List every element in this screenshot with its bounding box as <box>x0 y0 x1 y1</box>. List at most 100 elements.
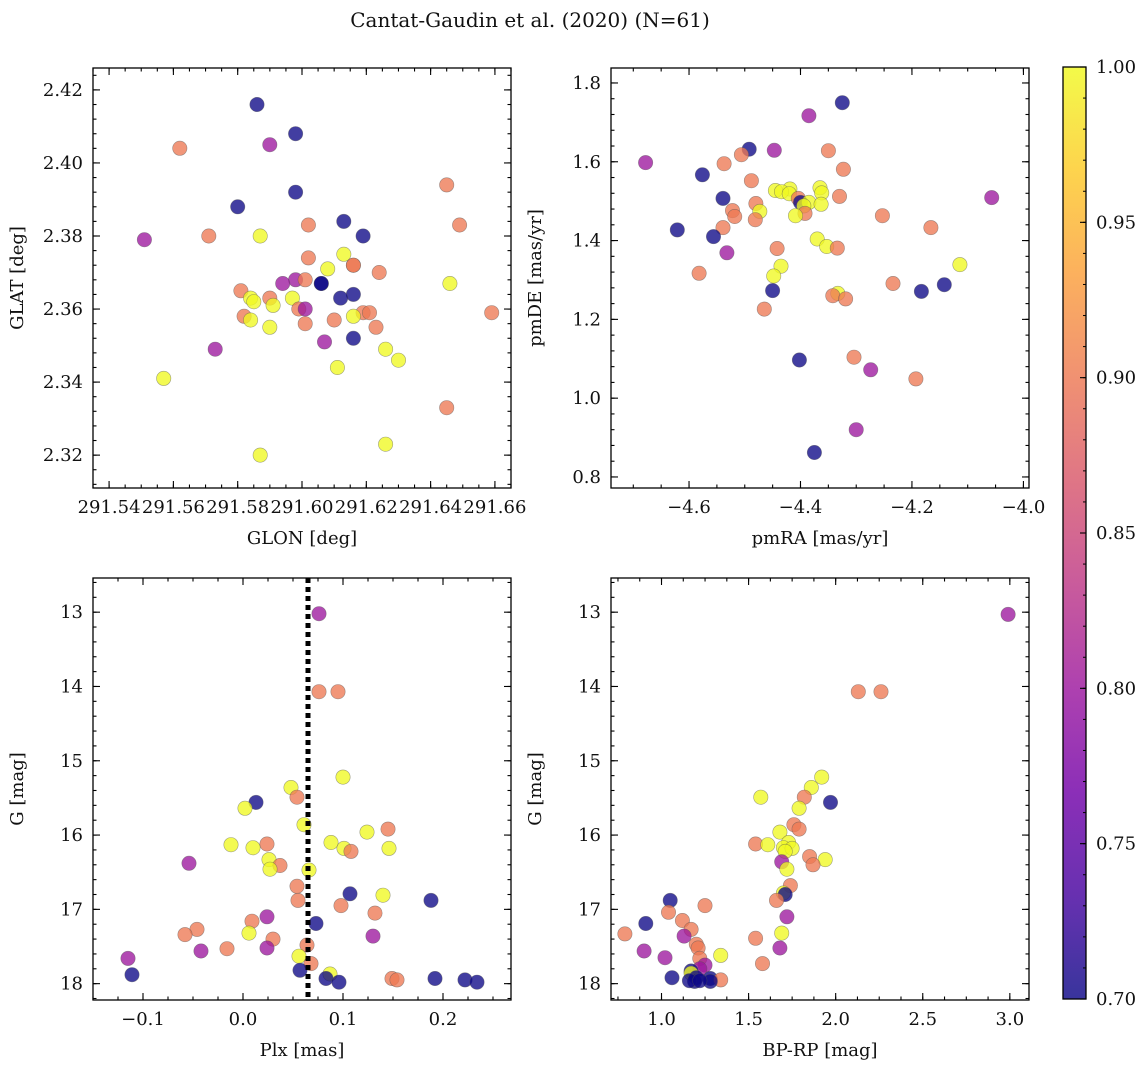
data-point <box>636 943 652 959</box>
data-point <box>262 861 278 877</box>
x-tick-label: −4.2 <box>890 497 934 518</box>
data-point <box>694 167 710 183</box>
data-point <box>355 228 371 244</box>
colorbar: 0.70 0.75 0.80 0.85 0.90 0.95 1.00 <box>1062 57 1136 1010</box>
data-point <box>230 199 246 215</box>
data-point <box>806 444 822 460</box>
pm-points <box>638 95 1000 460</box>
data-point <box>727 209 743 225</box>
data-point <box>156 370 172 386</box>
data-point <box>333 290 349 306</box>
data-point <box>779 861 795 877</box>
data-point <box>705 229 721 245</box>
data-point <box>289 878 305 894</box>
data-point <box>308 915 324 931</box>
data-point <box>292 962 308 978</box>
data-point <box>863 362 879 378</box>
data-point <box>423 892 439 908</box>
y-tick-label: 1.4 <box>572 231 601 252</box>
data-point <box>345 286 361 302</box>
data-point <box>290 892 306 908</box>
data-point <box>297 272 313 288</box>
data-point <box>660 904 676 920</box>
y-tick-label: 1.6 <box>572 152 601 173</box>
sky-points <box>136 97 500 463</box>
data-point <box>715 220 731 236</box>
data-point <box>936 277 952 293</box>
data-point <box>814 769 830 785</box>
y-axis-label: G [mag] <box>525 752 546 825</box>
data-point <box>442 275 458 291</box>
x-tick-label: 2.0 <box>821 1009 850 1030</box>
data-point <box>908 371 924 387</box>
data-point <box>172 140 188 156</box>
data-point <box>335 769 351 785</box>
x-tick-label: 0.0 <box>229 1009 258 1030</box>
data-point <box>813 196 829 212</box>
y-tick-label: 15 <box>578 751 601 772</box>
data-point <box>719 245 735 261</box>
x-tick-label: 291.64 <box>399 497 462 518</box>
y-tick-label: 16 <box>60 825 83 846</box>
data-point <box>754 956 770 972</box>
data-point <box>772 940 788 956</box>
data-point <box>676 928 692 944</box>
data-point <box>330 684 346 700</box>
data-point <box>791 821 807 837</box>
data-point <box>484 305 500 321</box>
data-point <box>874 208 890 224</box>
data-point <box>834 95 850 111</box>
pm-axes-frame <box>610 67 1030 489</box>
data-point <box>848 422 864 438</box>
data-point <box>743 173 759 189</box>
data-point <box>390 352 406 368</box>
data-point <box>664 970 680 986</box>
data-point <box>825 288 841 304</box>
data-point <box>469 974 485 990</box>
panel-cmd: 1.0 1.5 2.0 2.5 3.0 13 14 15 16 17 18 BP-RP [mag] G … <box>525 577 1030 1061</box>
y-tick-label: 16 <box>578 825 601 846</box>
data-point <box>342 886 358 902</box>
y-tick-label: 15 <box>60 751 83 772</box>
data-point <box>361 305 377 321</box>
data-point <box>345 308 361 324</box>
data-point <box>201 228 217 244</box>
colorbar-tick-label: 1.00 <box>1096 57 1136 78</box>
data-point <box>838 291 854 307</box>
data-point <box>427 970 443 986</box>
data-point <box>801 108 817 124</box>
figure-title: Cantat-Gaudin et al. (2020) (N=61) <box>350 8 710 32</box>
x-axis-label: GLON [deg] <box>247 528 357 549</box>
data-point <box>262 137 278 153</box>
data-point <box>252 447 268 463</box>
data-point <box>715 190 731 206</box>
panel-pm: −4.6 −4.4 −4.2 −4.0 0.8 1.0 1.2 1.4 1.6 1.8 pmRA [… <box>525 67 1045 549</box>
y-axis-label: pmDE [mas/yr] <box>525 209 546 347</box>
data-point <box>774 925 790 941</box>
data-point <box>241 925 257 941</box>
y-tick-label: 2.38 <box>43 226 83 247</box>
y-tick-label: 13 <box>60 602 83 623</box>
data-point <box>748 930 764 946</box>
y-tick-label: 1.0 <box>572 388 601 409</box>
data-point <box>923 220 939 236</box>
data-point <box>124 967 140 983</box>
x-axis-label: Plx [mas] <box>260 1040 345 1061</box>
y-axis-label: G [mag] <box>7 752 28 825</box>
data-point <box>331 974 347 990</box>
data-point <box>288 126 304 142</box>
cmd-axes-frame <box>610 577 1030 1001</box>
y-axis-label: GLAT [deg] <box>7 226 28 330</box>
x-tick-label: −0.1 <box>121 1009 165 1030</box>
data-point <box>246 294 262 310</box>
data-point <box>768 892 784 908</box>
data-point <box>753 789 769 805</box>
y-tick-label: 18 <box>578 974 601 995</box>
x-tick-label: 291.60 <box>271 497 334 518</box>
x-tick-label: 2.5 <box>908 1009 937 1030</box>
data-point <box>265 297 281 313</box>
colorbar-gradient <box>1063 67 1086 999</box>
data-point <box>766 142 782 158</box>
data-point <box>381 840 397 856</box>
data-point <box>984 190 1000 206</box>
